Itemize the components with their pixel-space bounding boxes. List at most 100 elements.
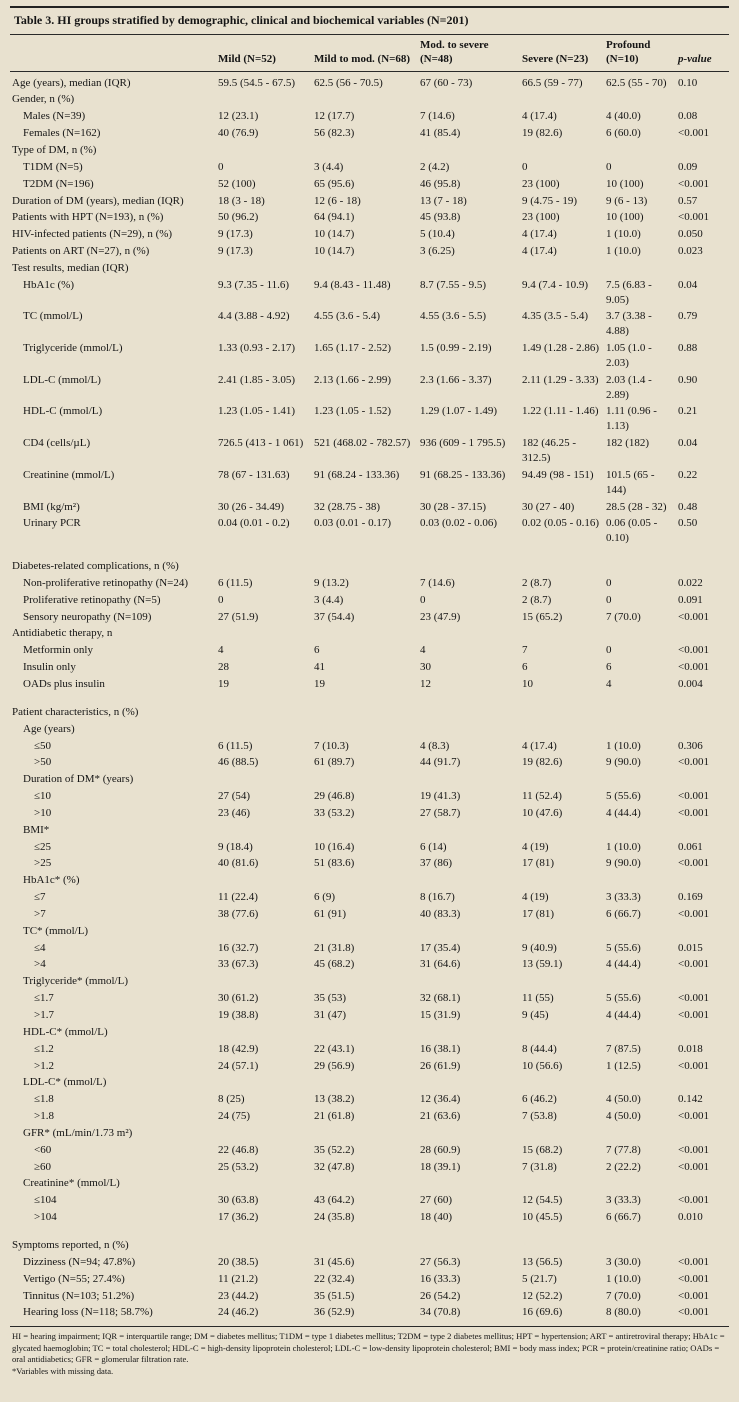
row-label: >50 bbox=[34, 756, 52, 769]
row-label: Metformin only bbox=[23, 644, 93, 657]
table-row: >1.8 24 (75) 21 (61.8) 21 (63.6) 7 (53.8) 4 (… bbox=[10, 1108, 729, 1125]
cell-value: 5 (55.6) bbox=[606, 992, 641, 1005]
cell-value: 0.03 (0.02 - 0.06) bbox=[420, 517, 497, 530]
cell-p-value bbox=[676, 872, 729, 889]
cell-p-value: <0.001 bbox=[678, 958, 709, 971]
cell-value: 35 (51.5) bbox=[314, 1289, 355, 1302]
cell-value: 61 (89.7) bbox=[314, 756, 355, 769]
cell-value: 32 (68.1) bbox=[420, 992, 461, 1005]
cell-p-value bbox=[676, 1024, 729, 1041]
cell-value: 4 bbox=[420, 644, 426, 657]
cell-value: 0 bbox=[606, 644, 612, 657]
row-label: HIV-infected patients (N=29), n (%) bbox=[12, 228, 173, 241]
table-row: >4 33 (67.3) 45 (68.2) 31 (64.6) 13 (59.1) 4 … bbox=[10, 956, 729, 973]
cell-p-value: 0.21 bbox=[678, 405, 698, 418]
cell-value: 13 (56.5) bbox=[522, 1255, 563, 1268]
cell-value bbox=[418, 1074, 520, 1091]
row-label: Triglyceride (mmol/L) bbox=[23, 342, 123, 355]
cell-value bbox=[604, 1175, 676, 1192]
cell-value: 0 bbox=[522, 160, 528, 173]
row-label: BMI (kg/m²) bbox=[23, 500, 80, 513]
row-label: Diabetes-related complications, n (%) bbox=[12, 560, 179, 573]
cell-value: 18 (42.9) bbox=[218, 1042, 259, 1055]
row-label: >25 bbox=[34, 857, 52, 870]
cell-value bbox=[418, 547, 520, 575]
cell-p-value: 0.09 bbox=[678, 160, 698, 173]
cell-value: 726.5 (413 - 1 061) bbox=[218, 437, 304, 450]
cell-p-value: <0.001 bbox=[678, 661, 709, 674]
row-label: Patients with HPT (N=193), n (%) bbox=[12, 211, 164, 224]
cell-value: 0 bbox=[606, 160, 612, 173]
table-row: >1.2 24 (57.1) 29 (56.9) 26 (61.9) 10 (56.6)… bbox=[10, 1058, 729, 1075]
cell-value: 5 (21.7) bbox=[522, 1272, 557, 1285]
cell-value: 61 (91) bbox=[314, 907, 347, 920]
cell-value bbox=[418, 91, 520, 108]
cell-value: 28.5 (28 - 32) bbox=[606, 500, 667, 513]
table-row: Dizziness (N=94; 47.8%) 20 (38.5) 31 (45.6… bbox=[10, 1254, 729, 1271]
table-row: Age (years) bbox=[10, 721, 729, 738]
cell-value: 28 (60.9) bbox=[420, 1143, 461, 1156]
cell-value: 4 (40.0) bbox=[606, 110, 641, 123]
cell-p-value: <0.001 bbox=[678, 1059, 709, 1072]
cell-value: 1 (10.0) bbox=[606, 840, 641, 853]
cell-value bbox=[216, 1024, 312, 1041]
cell-value bbox=[418, 1125, 520, 1142]
cell-value: 1.65 (1.17 - 2.52) bbox=[314, 342, 391, 355]
cell-value: 51 (83.6) bbox=[314, 857, 355, 870]
row-label: >7 bbox=[34, 907, 46, 920]
cell-value: 91 (68.25 - 133.36) bbox=[420, 468, 506, 481]
row-label: ≤25 bbox=[34, 840, 52, 853]
table-row: T1DM (N=5) 0 3 (4.4) 2 (4.2) 0 0 0.09 bbox=[10, 159, 729, 176]
cell-p-value: 0.061 bbox=[678, 840, 703, 853]
data-table: Mild (N=52) Mild to mod. (N=68) Mod. to se… bbox=[10, 34, 729, 1321]
cell-value: 10 (14.7) bbox=[314, 228, 355, 241]
cell-p-value: <0.001 bbox=[678, 1160, 709, 1173]
cell-value bbox=[604, 142, 676, 159]
cell-value: 3 (33.3) bbox=[606, 1194, 641, 1207]
cell-value: 3 (6.25) bbox=[420, 245, 455, 258]
cell-value: 2 (8.7) bbox=[522, 593, 552, 606]
table-footnotes: HI = hearing impairment; IQR = interquar… bbox=[10, 1326, 729, 1379]
cell-value bbox=[520, 1125, 604, 1142]
cell-value: 6 (9) bbox=[314, 891, 336, 904]
table-row: HIV-infected patients (N=29), n (%) 9 (17… bbox=[10, 226, 729, 243]
cell-value: 16 (38.1) bbox=[420, 1042, 461, 1055]
cell-value: 0 bbox=[218, 160, 224, 173]
cell-value: 29 (46.8) bbox=[314, 790, 355, 803]
row-label: Duration of DM* (years) bbox=[23, 773, 134, 786]
row-label: Non-proliferative retinopathy (N=24) bbox=[23, 576, 189, 589]
cell-value: 19 (82.6) bbox=[522, 127, 563, 140]
cell-value: 30 (26 - 34.49) bbox=[218, 500, 284, 513]
cell-value: 11 (21.2) bbox=[218, 1272, 258, 1285]
cell-p-value bbox=[676, 260, 729, 277]
cell-value: 182 (46.25 - 312.5) bbox=[522, 437, 577, 464]
cell-value: 32 (28.75 - 38) bbox=[314, 500, 380, 513]
cell-value bbox=[604, 771, 676, 788]
cell-p-value bbox=[676, 973, 729, 990]
cell-value: 4 (17.4) bbox=[522, 245, 557, 258]
cell-value: 9 (18.4) bbox=[218, 840, 253, 853]
column-header: Mod. to severe (N=48) bbox=[418, 34, 520, 72]
cell-value: 12 (17.7) bbox=[314, 110, 355, 123]
cell-value: 3 (4.4) bbox=[314, 593, 344, 606]
table-row: ≤104 30 (63.8) 43 (64.2) 27 (60) 12 (54.5) 3 … bbox=[10, 1192, 729, 1209]
table-row: ≤25 9 (18.4) 10 (16.4) 6 (14) 4 (19) 1 (10.0)… bbox=[10, 839, 729, 856]
column-header: p-value bbox=[676, 34, 729, 72]
cell-value: 1 (10.0) bbox=[606, 245, 641, 258]
cell-value bbox=[418, 771, 520, 788]
cell-value: 27 (51.9) bbox=[218, 610, 259, 623]
row-label: GFR* (mL/min/1.73 m²) bbox=[23, 1126, 133, 1139]
cell-value: 26 (54.2) bbox=[420, 1289, 461, 1302]
table-row: Patients with HPT (N=193), n (%) 50 (96.2… bbox=[10, 209, 729, 226]
cell-p-value: <0.001 bbox=[678, 644, 709, 657]
cell-p-value: <0.001 bbox=[678, 1143, 709, 1156]
cell-value bbox=[604, 693, 676, 721]
table-title: Table 3. HI groups stratified by demogra… bbox=[10, 6, 729, 34]
table-row: BMI* bbox=[10, 822, 729, 839]
cell-p-value: 0.08 bbox=[678, 110, 698, 123]
cell-value: 17 (81) bbox=[522, 857, 555, 870]
cell-value bbox=[312, 771, 418, 788]
table-row: Diabetes-related complications, n (%) bbox=[10, 547, 729, 575]
cell-value: 19 (82.6) bbox=[522, 756, 563, 769]
